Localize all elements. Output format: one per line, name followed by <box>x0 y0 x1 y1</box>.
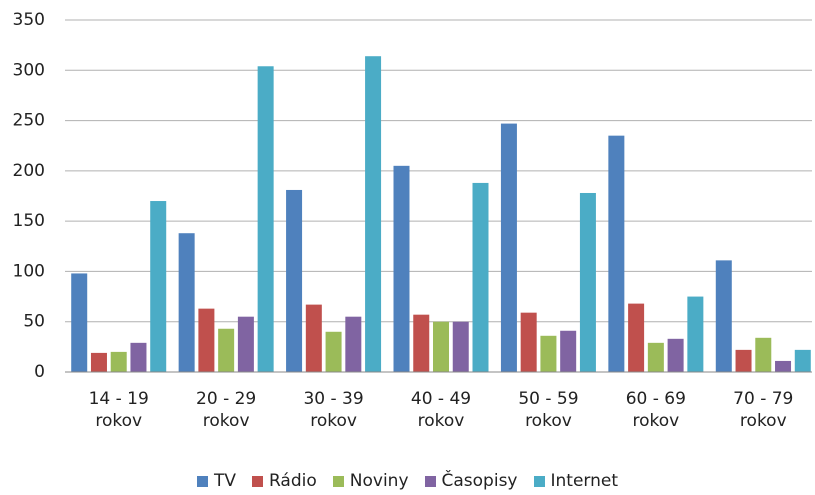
legend-swatch <box>332 475 344 487</box>
bar <box>433 321 449 372</box>
bar <box>579 192 596 372</box>
bar <box>345 316 362 372</box>
bar <box>286 189 303 372</box>
y-tick-label: 200 <box>13 161 45 181</box>
legend-label: Noviny <box>349 471 409 491</box>
y-tick-label: 50 <box>23 312 45 332</box>
legend-label: TV <box>213 471 236 491</box>
bar <box>775 360 792 372</box>
legend: TV Rádio Noviny Časopisy Internet <box>0 471 815 491</box>
bar <box>365 56 382 372</box>
bar <box>560 330 577 372</box>
legend-swatch <box>424 475 436 487</box>
bar <box>608 135 625 372</box>
legend-swatch <box>533 475 545 487</box>
bar <box>715 260 732 372</box>
bar <box>237 316 254 372</box>
bar <box>393 165 410 372</box>
legend-label: Internet <box>550 471 619 491</box>
bar <box>198 308 215 372</box>
y-tick-label: 100 <box>13 261 45 281</box>
x-tick-label: 50 - 59 rokov <box>518 389 579 431</box>
bar <box>71 273 88 372</box>
x-tick-label: 30 - 39 rokov <box>303 389 364 431</box>
bar <box>305 304 322 372</box>
legend-item: Časopisy <box>424 471 518 491</box>
bar <box>687 296 704 372</box>
bar <box>90 352 107 372</box>
bar <box>540 335 557 372</box>
bar <box>735 349 752 372</box>
bar <box>667 338 684 372</box>
bar <box>647 342 664 372</box>
bar <box>150 201 167 372</box>
x-tick-label: 70 - 79 rokov <box>733 389 794 431</box>
bar <box>218 328 235 372</box>
y-tick-label: 0 <box>34 362 45 382</box>
bar <box>452 321 469 372</box>
bar <box>628 303 645 372</box>
legend-label: Rádio <box>268 471 317 491</box>
bar <box>130 342 147 372</box>
x-tick-label: 14 - 19 rokov <box>88 389 149 431</box>
bar <box>110 351 127 372</box>
bar <box>794 349 811 372</box>
y-tick-label: 150 <box>13 211 45 231</box>
y-tick-label: 300 <box>13 60 45 80</box>
legend-swatch <box>251 475 263 487</box>
bar <box>500 123 517 373</box>
plot: 0 50 100 150 200 250 300 350 <box>13 10 812 382</box>
y-tick-label: 350 <box>13 10 45 30</box>
bar <box>178 233 195 372</box>
legend-label: Časopisy <box>441 471 518 491</box>
legend-item: Noviny <box>332 471 409 491</box>
bar <box>472 182 489 372</box>
legend-item: Internet <box>533 471 619 491</box>
y-tick-label: 250 <box>13 111 45 131</box>
legend-item: TV <box>196 471 236 491</box>
bar <box>325 331 342 372</box>
x-tick-label: 60 - 69 rokov <box>625 389 686 431</box>
bar <box>257 66 274 373</box>
bar <box>755 337 772 372</box>
legend-swatch <box>196 475 208 487</box>
x-tick-label: 20 - 29 rokov <box>196 389 257 431</box>
bar <box>520 312 537 372</box>
bar <box>413 314 430 372</box>
x-tick-label: 40 - 49 rokov <box>410 389 472 431</box>
legend-item: Rádio <box>251 471 317 491</box>
